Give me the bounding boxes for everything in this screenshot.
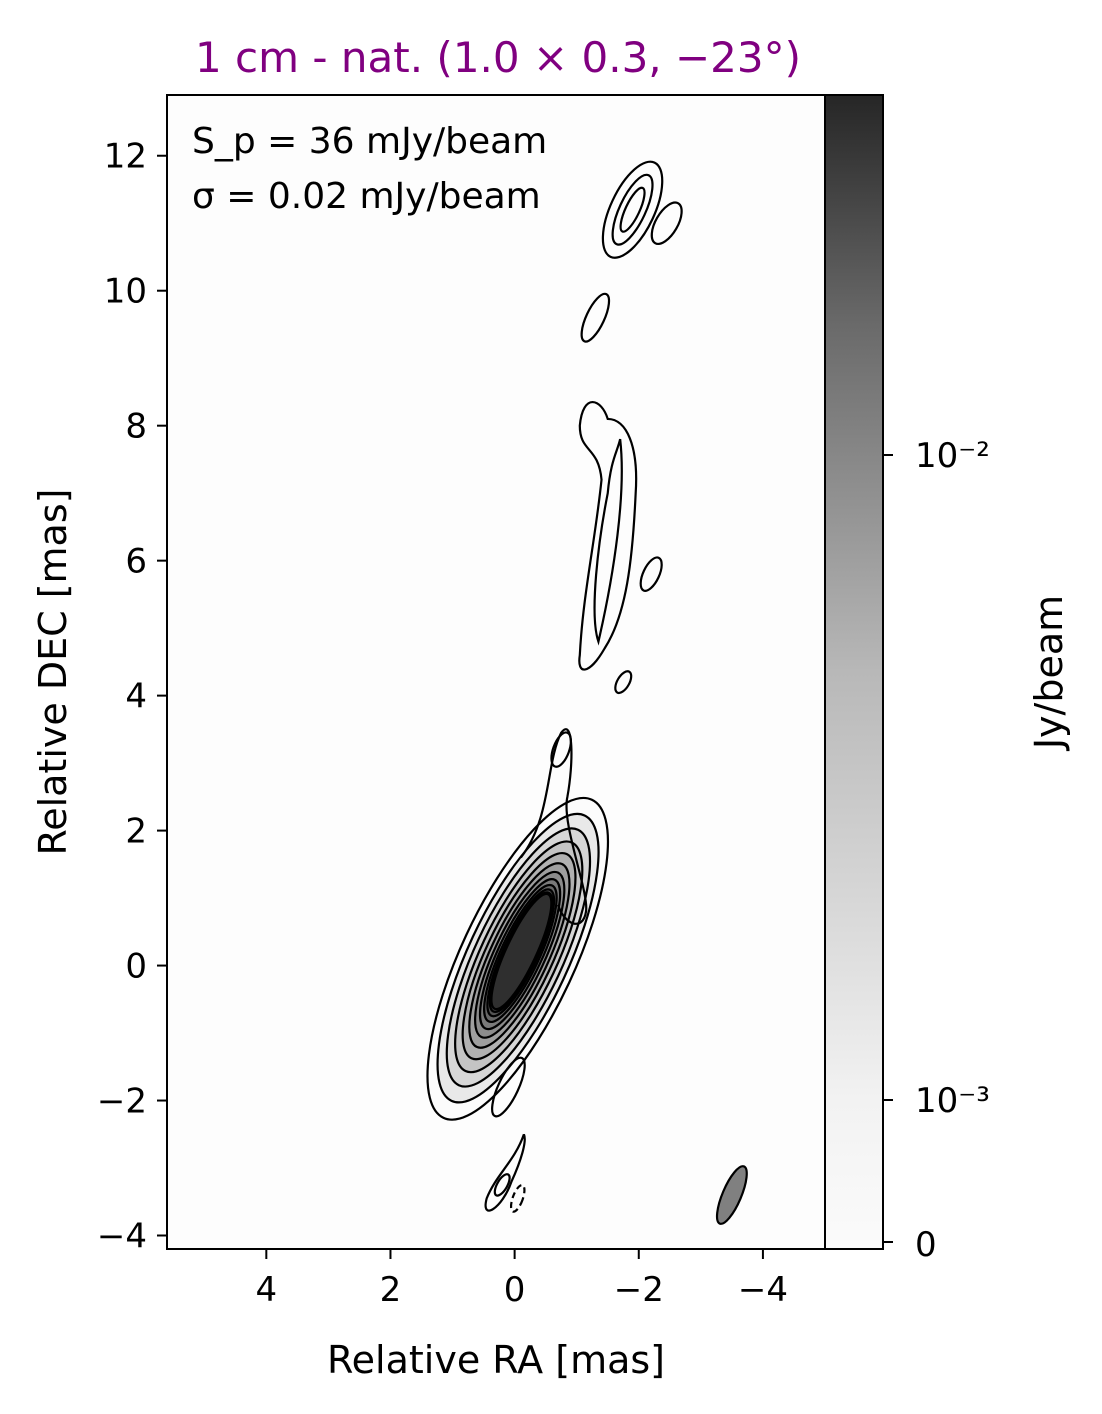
beam-ellipse xyxy=(715,1165,748,1225)
jet-knot-contour xyxy=(614,670,633,695)
colorbar-label: Jy/beam xyxy=(1027,595,1071,751)
x-tick-label: 4 xyxy=(256,1270,278,1310)
y-tick-label: 2 xyxy=(125,812,147,852)
outer-knot-contour xyxy=(580,292,611,343)
jet-contour xyxy=(519,728,588,925)
core-contour xyxy=(490,892,553,1011)
counter-jet-contour xyxy=(509,1184,526,1213)
outer-knot-contour xyxy=(650,201,683,245)
peak-flux-annotation: S_p = 36 mJy/beam xyxy=(192,121,547,162)
jet-knot-contour xyxy=(593,438,623,646)
y-tick-label: 10 xyxy=(104,272,147,312)
jet-knot-contour xyxy=(578,401,638,671)
jet-contour xyxy=(491,1056,526,1118)
counter-jet-contour xyxy=(493,1173,511,1197)
x-tick-label: −4 xyxy=(738,1270,788,1310)
y-tick-label: 12 xyxy=(104,137,147,177)
counter-jet-contour xyxy=(484,1133,526,1212)
y-axis-label: Relative DEC [mas] xyxy=(31,489,75,856)
jet-knot-contour xyxy=(639,556,663,592)
y-tick-label: 8 xyxy=(125,407,147,447)
colorbar-tick-label: 10⁻³ xyxy=(915,1081,990,1121)
contour-layer xyxy=(426,160,748,1225)
colorbar-tick-label: 10⁻² xyxy=(915,436,990,476)
x-tick-label: −2 xyxy=(614,1270,664,1310)
rms-annotation: σ = 0.02 mJy/beam xyxy=(192,176,541,217)
outer-knot-contour xyxy=(601,160,664,259)
chart-title: 1 cm - nat. (1.0 × 0.3, −23°) xyxy=(195,33,801,82)
y-tick-label: −4 xyxy=(97,1217,147,1257)
colorbar-tick-label: 0 xyxy=(915,1225,937,1265)
colorbar xyxy=(824,94,884,1250)
outer-knot-contour xyxy=(611,173,654,246)
outer-knot-contour xyxy=(619,186,646,233)
axis-ticks: 4 2 0 −2 −4 −4 −2 0 2 4 6 8 10 12 xyxy=(97,137,788,1310)
x-tick-label: 2 xyxy=(380,1270,402,1310)
y-tick-label: 0 xyxy=(125,947,147,987)
y-tick-label: 4 xyxy=(125,677,147,717)
y-tick-label: 6 xyxy=(125,542,147,582)
y-tick-label: −2 xyxy=(97,1082,147,1122)
x-axis-label: Relative RA [mas] xyxy=(327,1338,665,1382)
jet-contour xyxy=(550,731,572,768)
x-tick-label: 0 xyxy=(504,1270,526,1310)
